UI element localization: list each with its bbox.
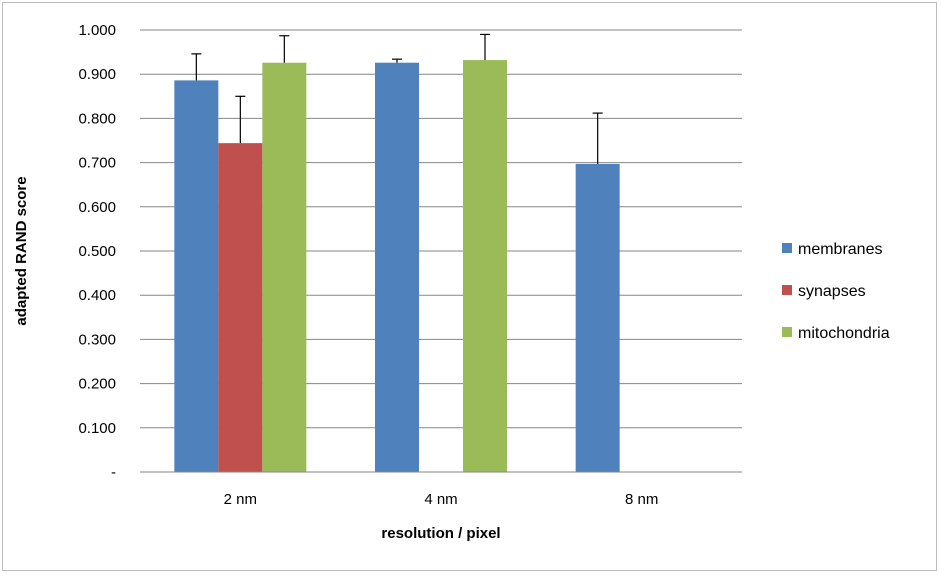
y-tick-label: 0.500 <box>78 243 116 260</box>
y-tick-label: 1.000 <box>78 22 116 39</box>
x-tick-labels: 2 nm 4 nm 8 nm <box>224 491 659 508</box>
y-tick-label: 0.100 <box>78 420 116 437</box>
y-tick-label: 0.600 <box>78 199 116 216</box>
y-tick-labels: - 0.100 0.200 0.300 0.400 0.500 0.600 0.700 0.80… <box>78 22 116 481</box>
bar-membranes-4nm <box>375 62 419 472</box>
x-axis-title: resolution / pixel <box>381 525 500 542</box>
legend-swatch-synapses <box>782 285 792 295</box>
y-axis-title: adapted RAND score <box>13 176 30 325</box>
legend-label-mitochondria: mitochondria <box>798 325 890 342</box>
error-bars <box>191 33 603 164</box>
bars <box>174 60 694 473</box>
y-tick-label: 0.200 <box>78 376 116 393</box>
y-tick-label: 0.800 <box>78 110 116 127</box>
y-tick-label: 0.300 <box>78 331 116 348</box>
legend-label-synapses: synapses <box>798 283 866 300</box>
x-tick-label: 2 nm <box>224 491 257 508</box>
y-tick-label: - <box>111 464 116 481</box>
x-tick-label: 4 nm <box>424 491 457 508</box>
bar-mitochondria-2nm <box>262 62 307 472</box>
legend: membranes synapses mitochondria <box>782 241 890 342</box>
bar-synapses-2nm <box>218 143 263 473</box>
y-tick-label: 0.900 <box>78 66 116 83</box>
bar-membranes-8nm <box>575 163 620 472</box>
bar-mitochondria-4nm <box>463 60 507 472</box>
y-tick-label: 0.400 <box>78 287 116 304</box>
bar-membranes-2nm <box>174 80 219 472</box>
legend-swatch-mitochondria <box>782 327 792 337</box>
legend-swatch-membranes <box>782 243 792 253</box>
x-tick-label: 8 nm <box>625 491 658 508</box>
y-tick-label: 0.700 <box>78 155 116 172</box>
legend-label-membranes: membranes <box>798 241 882 258</box>
